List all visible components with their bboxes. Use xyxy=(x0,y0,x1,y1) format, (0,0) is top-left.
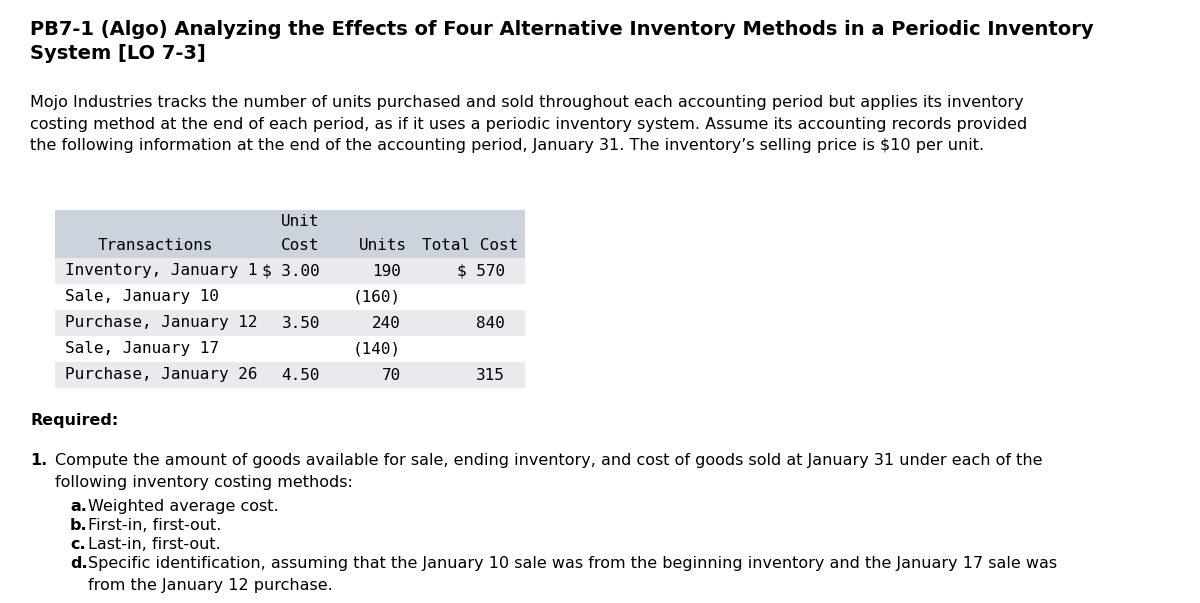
Text: Specific identification, assuming that the January 10 sale was from the beginnin: Specific identification, assuming that t… xyxy=(88,556,1057,593)
Bar xyxy=(55,210,526,258)
Text: First-in, first-out.: First-in, first-out. xyxy=(88,518,221,533)
Text: b.: b. xyxy=(70,518,88,533)
Text: 190: 190 xyxy=(372,264,401,279)
Text: Inventory, January 1: Inventory, January 1 xyxy=(65,264,258,279)
Text: Unit: Unit xyxy=(281,213,319,229)
Text: Purchase, January 12: Purchase, January 12 xyxy=(65,315,258,330)
Text: 70: 70 xyxy=(382,367,401,382)
Text: Required:: Required: xyxy=(30,413,119,428)
Text: $ 570: $ 570 xyxy=(457,264,505,279)
Text: Total Cost: Total Cost xyxy=(422,238,518,253)
Text: Sale, January 17: Sale, January 17 xyxy=(65,341,220,356)
Text: 4.50: 4.50 xyxy=(282,367,320,382)
Text: Compute the amount of goods available for sale, ending inventory, and cost of go: Compute the amount of goods available fo… xyxy=(55,453,1043,490)
Text: 315: 315 xyxy=(476,367,505,382)
Text: PB7-1 (Algo) Analyzing the Effects of Four Alternative Inventory Methods in a Pe: PB7-1 (Algo) Analyzing the Effects of Fo… xyxy=(30,20,1093,39)
Bar xyxy=(55,284,526,310)
Text: Purchase, January 26: Purchase, January 26 xyxy=(65,367,258,382)
Text: Weighted average cost.: Weighted average cost. xyxy=(88,499,278,514)
Text: Sale, January 10: Sale, January 10 xyxy=(65,289,220,305)
Bar xyxy=(55,336,526,362)
Text: 1.: 1. xyxy=(30,453,47,468)
Text: Last-in, first-out.: Last-in, first-out. xyxy=(88,537,221,552)
Text: Cost: Cost xyxy=(281,238,319,253)
Text: d.: d. xyxy=(70,556,88,571)
Bar xyxy=(55,258,526,284)
Text: 3.50: 3.50 xyxy=(282,315,320,330)
Text: (160): (160) xyxy=(353,289,401,305)
Text: 840: 840 xyxy=(476,315,505,330)
Text: 240: 240 xyxy=(372,315,401,330)
Text: System [LO 7-3]: System [LO 7-3] xyxy=(30,44,205,63)
Text: Units: Units xyxy=(359,238,407,253)
Text: (140): (140) xyxy=(353,341,401,356)
Text: Mojo Industries tracks the number of units purchased and sold throughout each ac: Mojo Industries tracks the number of uni… xyxy=(30,95,1027,153)
Text: $ 3.00: $ 3.00 xyxy=(263,264,320,279)
Bar xyxy=(55,310,526,336)
Text: c.: c. xyxy=(70,537,85,552)
Bar xyxy=(55,362,526,388)
Text: Transactions: Transactions xyxy=(97,238,212,253)
Text: a.: a. xyxy=(70,499,86,514)
